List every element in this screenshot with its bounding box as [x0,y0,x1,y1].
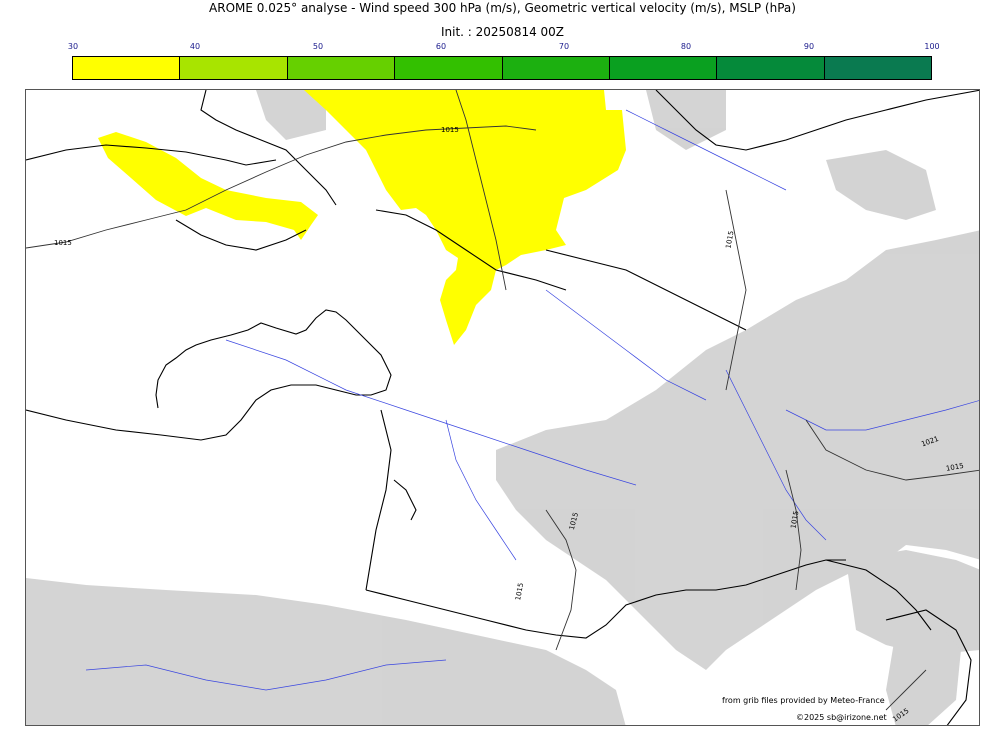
isobar-label: 1015 [441,126,459,134]
isobar-label: 1015 [514,582,525,601]
isobar-label: 1015 [945,462,964,473]
init-time: Init. : 20250814 00Z [440,25,565,39]
colorbar-segment [609,57,718,79]
copyright-credit: ©2025 sb@irizone.net [796,713,887,722]
colorbar-tick: 30 [67,42,79,51]
coastlines [26,90,979,725]
colorbar-tick: 80 [680,42,692,51]
isobar-label: 1015 [54,239,72,247]
colorbar-segment [287,57,396,79]
colorbar-segment [824,57,931,79]
map-title: AROME 0.025° analyse - Wind speed 300 hP… [209,1,796,15]
colorbar-tick: 40 [189,42,201,51]
isobar-label: 1015 [724,230,735,249]
data-source-credit: from grib files provided by Meteo-France [722,696,885,705]
isobar-label: 1015 [789,510,800,529]
colorbar-tick: 70 [558,42,570,51]
colorbar-tick: 90 [803,42,815,51]
colorbar-segment [180,57,288,79]
colorbar-segment [502,57,610,79]
colorbar-tick: 60 [435,42,447,51]
colorbar-segment [395,57,503,79]
isobars [26,90,979,711]
colorbar-tick: 50 [312,42,324,51]
colorbar-segment [73,57,181,79]
colorbar-segment [717,57,825,79]
jet-stream-fill [98,90,626,345]
wind-speed-colorbar [72,56,932,80]
isobar-labels: 1015 1015 1015 1015 1015 1015 1021 1015 … [54,126,964,724]
colorbar-tick: 100 [924,42,940,51]
weather-map[interactable]: 1015 1015 1015 1015 1015 1015 1021 1015 … [25,89,980,726]
rivers [85,109,979,691]
terrain-shading [26,90,979,725]
